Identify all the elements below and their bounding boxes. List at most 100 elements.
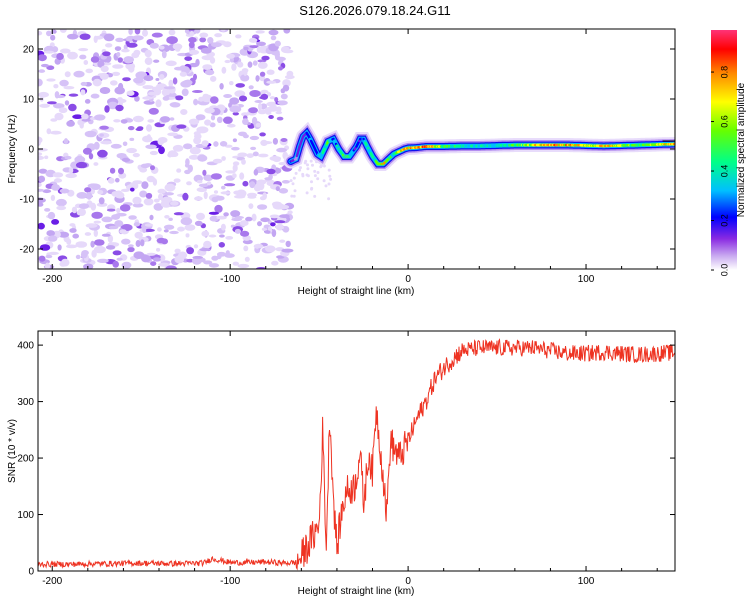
noise-blob — [85, 68, 93, 74]
noise-blob — [90, 240, 95, 248]
noise-blob — [121, 157, 131, 162]
noise-blob — [251, 213, 257, 222]
noise-blob — [270, 222, 276, 227]
noise-blob — [224, 183, 236, 187]
noise-blob — [44, 155, 49, 160]
noise-blob — [208, 263, 220, 268]
noise-dot — [313, 169, 317, 173]
noise-blob — [183, 143, 193, 150]
noise-blob — [196, 187, 207, 193]
noise-blob — [48, 251, 59, 255]
noise-blob — [149, 214, 154, 221]
colorbar-ticks: 0.0 0.2 0.4 0.6 0.8 — [711, 66, 730, 276]
snr-x-ticks: -200 -100 0 100 — [42, 331, 658, 587]
noise-blob — [172, 144, 184, 152]
noise-blob — [169, 230, 179, 235]
noise-blob — [210, 173, 222, 180]
noise-blob — [157, 188, 166, 194]
noise-blob — [39, 103, 50, 108]
noise-dot — [310, 187, 313, 191]
noise-blob — [75, 161, 88, 169]
noise-blob — [239, 172, 245, 180]
noise-blob — [240, 230, 250, 237]
noise-blob — [94, 114, 106, 121]
noise-blob — [78, 203, 90, 210]
noise-dot — [316, 177, 320, 181]
snr-frame — [37, 330, 676, 572]
noise-blob — [127, 246, 135, 253]
noise-blob — [257, 153, 269, 158]
snr-y-tick-label: 400 — [17, 341, 34, 352]
noise-blob — [274, 51, 281, 58]
noise-blob — [176, 168, 182, 173]
noise-blob — [174, 95, 184, 101]
noise-blob — [51, 184, 60, 191]
colorbar-tick-label: 0.6 — [720, 115, 730, 128]
noise-blob — [50, 34, 56, 41]
noise-blob — [276, 106, 282, 113]
noise-blob — [149, 150, 158, 156]
noise-blob — [197, 154, 208, 162]
noise-blob — [155, 99, 162, 108]
noise-blob — [188, 49, 200, 55]
noise-blob — [142, 29, 148, 37]
noise-blob — [179, 71, 187, 77]
noise-blob — [51, 29, 57, 34]
noise-blob — [116, 153, 127, 159]
noise-blob — [109, 167, 116, 174]
noise-blob — [139, 167, 148, 173]
noise-blob — [170, 201, 179, 206]
colorbar-label: Normalized spectral amplitude — [736, 82, 747, 217]
snr-x-tick-label: -100 — [220, 576, 240, 587]
noise-blob — [123, 44, 128, 51]
noise-blob — [223, 116, 233, 124]
noise-blob — [121, 238, 131, 245]
spectrogram-y-tick-label: 20 — [23, 45, 35, 56]
noise-blob — [159, 74, 165, 80]
noise-blob — [266, 92, 272, 97]
noise-blob — [81, 113, 89, 120]
noise-blob — [58, 107, 68, 114]
noise-blob — [247, 192, 257, 198]
noise-blob — [116, 192, 125, 199]
noise-blob — [259, 132, 266, 137]
noise-blob — [266, 101, 278, 107]
noise-blob — [210, 115, 216, 121]
noise-blob — [160, 200, 172, 208]
noise-blob — [86, 191, 93, 200]
noise-blob — [229, 97, 240, 105]
noise-blob — [286, 70, 294, 77]
noise-blob — [128, 215, 137, 220]
noise-blob — [123, 56, 134, 64]
noise-blob — [169, 102, 179, 107]
noise-blob — [38, 91, 49, 98]
noise-blob — [127, 126, 135, 131]
noise-blob — [221, 66, 227, 74]
noise-blob — [105, 245, 116, 250]
noise-blob — [41, 63, 49, 68]
noise-blob — [243, 245, 249, 252]
noise-blob — [107, 234, 114, 243]
noise-blob — [275, 223, 284, 231]
noise-blob — [68, 167, 74, 174]
noise-blob — [150, 165, 155, 171]
noise-dot — [324, 184, 328, 188]
noise-blob — [229, 81, 234, 86]
noise-blob — [59, 79, 69, 87]
noise-blob — [164, 215, 170, 219]
noise-blob — [107, 177, 115, 184]
noise-blob — [277, 100, 288, 106]
noise-blob — [85, 223, 98, 228]
noise-blob — [220, 191, 231, 195]
noise-blob — [209, 215, 219, 222]
snr-x-tick-label: 100 — [578, 576, 595, 587]
noise-blob — [132, 35, 144, 41]
noise-blob — [38, 255, 46, 262]
noise-blob — [211, 42, 222, 48]
noise-dot — [328, 174, 332, 178]
noise-blob — [172, 77, 178, 85]
noise-blob — [248, 107, 258, 114]
noise-blob — [199, 248, 211, 252]
noise-blob — [60, 48, 71, 54]
noise-blob — [231, 63, 237, 71]
